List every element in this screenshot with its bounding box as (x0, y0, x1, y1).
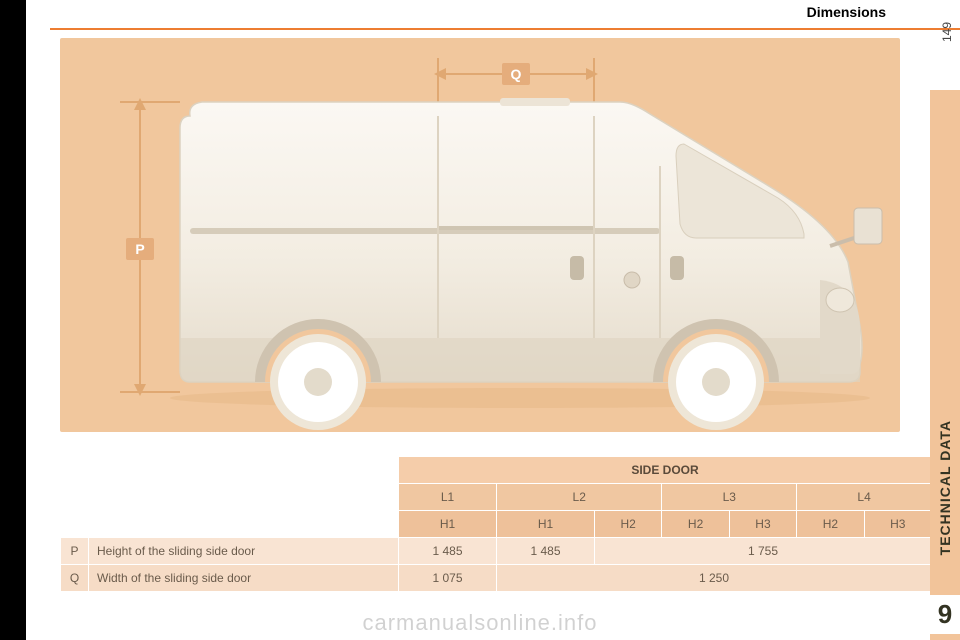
dim-Q-group: Q (434, 58, 598, 104)
main-content: Dimensions 149 CarManuals2.com P (26, 0, 960, 640)
page-number: 149 (940, 22, 954, 42)
side-door-table: SIDE DOOR L1 L2 L3 L4 H1 H1 H2 H2 H3 H2 (60, 456, 932, 592)
col-H-4: H3 (729, 511, 796, 538)
row-P-c0: 1 485 (399, 538, 497, 565)
wheel-front (668, 334, 764, 430)
accent-line (50, 28, 960, 30)
row-Q-label: Width of the sliding side door (89, 565, 399, 592)
col-H-5: H2 (797, 511, 864, 538)
side-tab-number: 9 (930, 595, 960, 634)
col-H-3: H2 (662, 511, 729, 538)
row-P-c2: 1 755 (595, 538, 932, 565)
side-chapter-tab: TECHNICAL DATA 9 (930, 90, 960, 640)
col-L4: L4 (797, 484, 932, 511)
dim-P-label: P (135, 241, 144, 257)
dim-Q-label: Q (511, 66, 522, 82)
row-Q-key: Q (61, 565, 89, 592)
col-H-0: H1 (399, 511, 497, 538)
left-black-strip (0, 0, 26, 640)
row-Q-c0: 1 075 (399, 565, 497, 592)
table-title: SIDE DOOR (399, 457, 932, 484)
van-figure: CarManuals2.com P (60, 38, 900, 432)
row-P-key: P (61, 538, 89, 565)
section-title: Dimensions (26, 0, 942, 24)
col-L2: L2 (497, 484, 662, 511)
col-L1: L1 (399, 484, 497, 511)
row-P-label: Height of the sliding side door (89, 538, 399, 565)
page-root: Dimensions 149 CarManuals2.com P (0, 0, 960, 640)
col-L3: L3 (662, 484, 797, 511)
dim-P-group: P (120, 98, 180, 396)
wheel-rear (270, 334, 366, 430)
col-H-6: H3 (864, 511, 931, 538)
side-tab-text: TECHNICAL DATA (937, 420, 953, 555)
col-H-1: H1 (497, 511, 595, 538)
row-Q-c1: 1 250 (497, 565, 932, 592)
van-body (180, 98, 882, 382)
van-svg: P Q (60, 38, 900, 432)
row-P-c1: 1 485 (497, 538, 595, 565)
col-H-2: H2 (595, 511, 662, 538)
